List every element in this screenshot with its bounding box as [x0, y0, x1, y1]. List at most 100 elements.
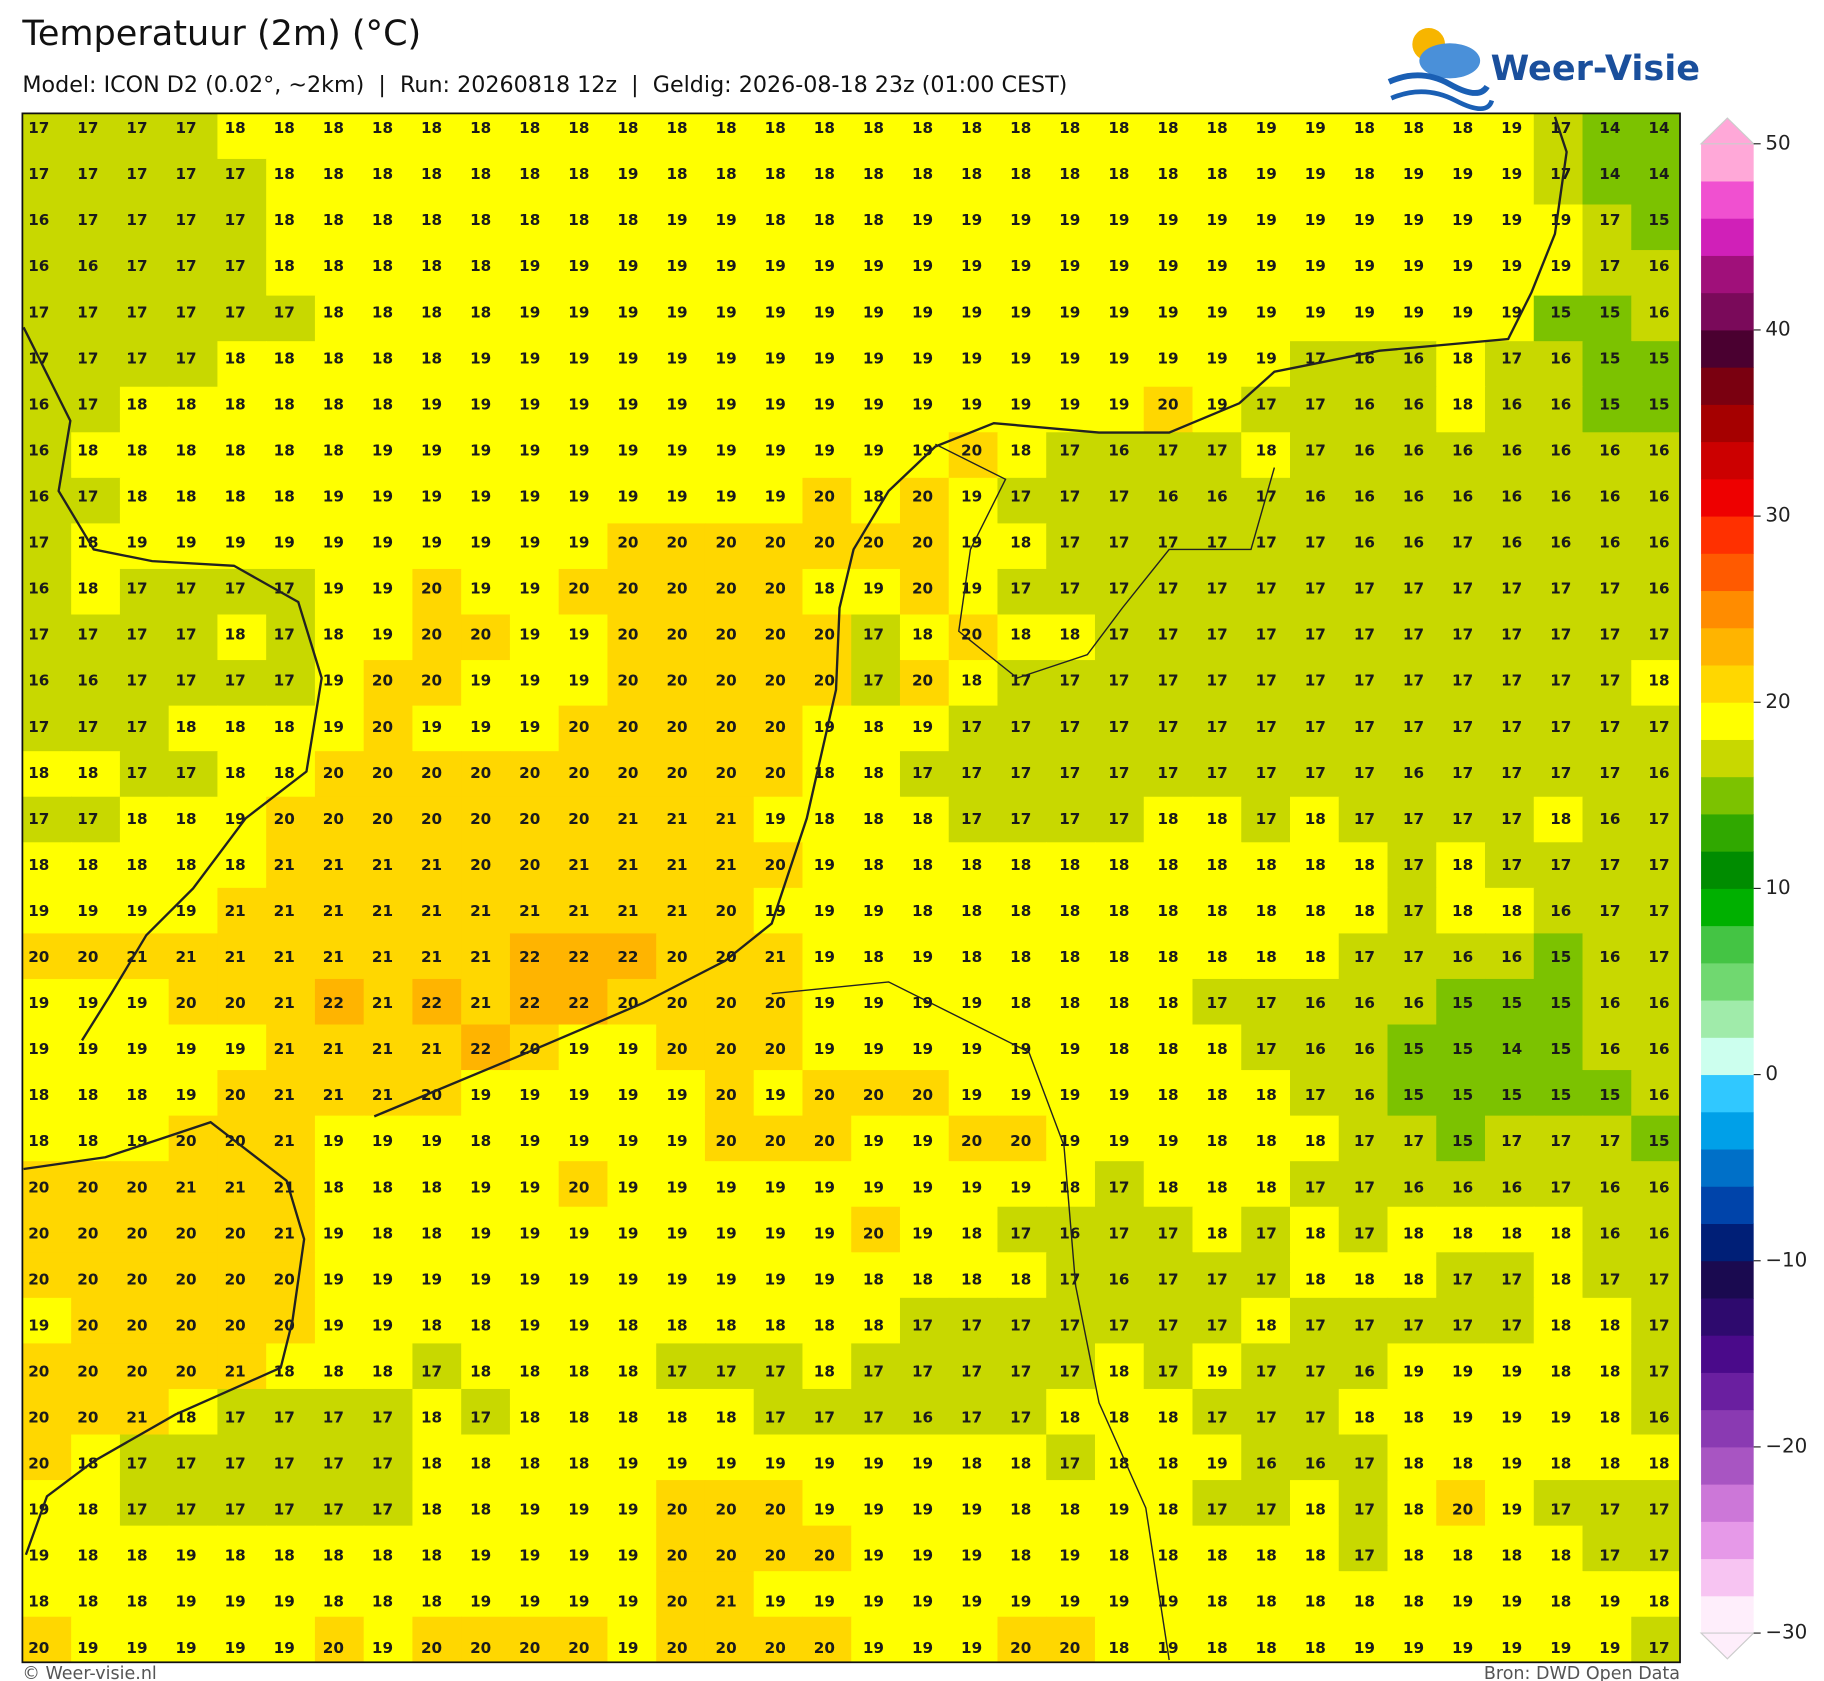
- temperature-cell: [607, 1480, 657, 1527]
- temperature-label: 17: [1256, 626, 1277, 644]
- temperature-label: 18: [1550, 1362, 1571, 1380]
- temperature-cell: [412, 250, 462, 297]
- temperature-label: 19: [814, 1178, 835, 1196]
- temperature-label: 17: [77, 349, 98, 367]
- temperature-cell: [168, 386, 219, 433]
- temperature-label: 17: [1305, 580, 1326, 598]
- colorbar-box: [1701, 1372, 1754, 1411]
- temperature-label: 18: [1108, 902, 1129, 920]
- temperature-label: 20: [372, 764, 393, 782]
- colorbar-box: [1701, 329, 1754, 368]
- temperature-label: 19: [617, 395, 638, 413]
- temperature-label: 17: [1452, 580, 1473, 598]
- temperature-cell: [71, 1616, 121, 1663]
- temperature-label: 19: [814, 948, 835, 966]
- temperature-cell: [314, 1480, 365, 1527]
- temperature-label: 18: [568, 1362, 589, 1380]
- temperature-label: 17: [1501, 810, 1522, 828]
- temperature-label: 19: [1207, 257, 1228, 275]
- temperature-cell: [997, 796, 1047, 843]
- temperature-cell: [948, 1434, 999, 1481]
- temperature-label: 16: [1550, 487, 1571, 505]
- temperature-cell: [1387, 796, 1437, 843]
- temperature-label: 19: [1108, 1132, 1129, 1150]
- temperature-label: 19: [1305, 119, 1326, 137]
- temperature-cell: [1387, 1571, 1437, 1618]
- temperature-cell: [363, 250, 414, 297]
- temperature-label: 17: [1256, 1409, 1277, 1427]
- temperature-cell: [656, 1252, 706, 1299]
- temperature-label: 19: [175, 1086, 196, 1104]
- temperature-label: 17: [1256, 395, 1277, 413]
- temperature-label: 20: [28, 948, 49, 966]
- temperature-label: 21: [568, 902, 589, 920]
- temperature-label: 21: [274, 1086, 295, 1104]
- temperature-cell: [412, 113, 462, 160]
- temperature-cell: [314, 204, 365, 251]
- temperature-label: 18: [77, 1501, 98, 1519]
- temperature-cell: [1192, 1161, 1242, 1208]
- temperature-label: 19: [519, 534, 540, 552]
- temperature-cell: [22, 614, 72, 661]
- temperature-cell: [1485, 432, 1535, 479]
- temperature-cell: [1289, 113, 1340, 160]
- temperature-label: 17: [1599, 902, 1620, 920]
- temperature-label: 19: [568, 1040, 589, 1058]
- temperature-cell: [71, 1571, 121, 1618]
- temperature-label: 19: [912, 211, 933, 229]
- temperature-cell: [168, 1480, 219, 1527]
- temperature-cell: [1289, 1115, 1340, 1162]
- temperature-cell: [704, 250, 755, 297]
- temperature-cell: [704, 477, 755, 525]
- temperature-cell: [266, 978, 316, 1026]
- temperature-label: 18: [1403, 1224, 1424, 1242]
- temperature-label: 18: [912, 165, 933, 183]
- temperature-cell: [899, 1434, 950, 1481]
- temperature-label: 18: [470, 1316, 491, 1334]
- temperature-cell: [1582, 978, 1632, 1026]
- temperature-label: 19: [666, 441, 687, 459]
- temperature-label: 18: [1059, 626, 1080, 644]
- temperature-cell: [558, 842, 609, 889]
- temperature-label: 18: [765, 1316, 786, 1334]
- temperature-cell: [558, 432, 609, 479]
- temperature-label: 17: [225, 303, 246, 321]
- temperature-cell: [899, 158, 950, 206]
- temperature-cell: [607, 523, 657, 570]
- temperature-label: 18: [1157, 810, 1178, 828]
- temperature-label: 18: [126, 1593, 147, 1611]
- temperature-label: 20: [765, 764, 786, 782]
- temperature-label: 17: [1501, 718, 1522, 736]
- temperature-label: 19: [126, 1040, 147, 1058]
- temperature-cell: [899, 1297, 950, 1345]
- temperature-cell: [22, 295, 72, 342]
- temperature-label: 16: [28, 672, 49, 690]
- temperature-cell: [753, 1388, 804, 1436]
- temperature-label: 17: [323, 1409, 344, 1427]
- temperature-label: 18: [1108, 856, 1129, 874]
- temperature-cell: [1143, 1115, 1194, 1162]
- temperature-label: 18: [77, 1086, 98, 1104]
- temperature-label: 19: [912, 1501, 933, 1519]
- temperature-label: 18: [1059, 119, 1080, 137]
- colorbar-box: [1701, 478, 1754, 517]
- temperature-label: 18: [1305, 1593, 1326, 1611]
- temperature-cell: [1192, 1480, 1242, 1527]
- temperature-label: 21: [372, 902, 393, 920]
- temperature-cell: [704, 1070, 755, 1117]
- temperature-label: 18: [814, 580, 835, 598]
- temperature-cell: [1533, 1480, 1584, 1527]
- temperature-cell: [1094, 842, 1145, 889]
- temperature-cell: [1338, 1343, 1389, 1390]
- temperature-label: 20: [617, 626, 638, 644]
- temperature-cell: [1046, 1571, 1096, 1618]
- temperature-label: 16: [1648, 1409, 1669, 1427]
- temperature-label: 20: [77, 948, 98, 966]
- temperature-label: 16: [1354, 1362, 1375, 1380]
- temperature-label: 18: [274, 487, 295, 505]
- temperature-label: 21: [274, 994, 295, 1012]
- temperature-cell: [656, 250, 706, 297]
- temperature-cell: [509, 660, 560, 707]
- temperature-cell: [997, 1343, 1047, 1390]
- temperature-cell: [704, 1252, 755, 1299]
